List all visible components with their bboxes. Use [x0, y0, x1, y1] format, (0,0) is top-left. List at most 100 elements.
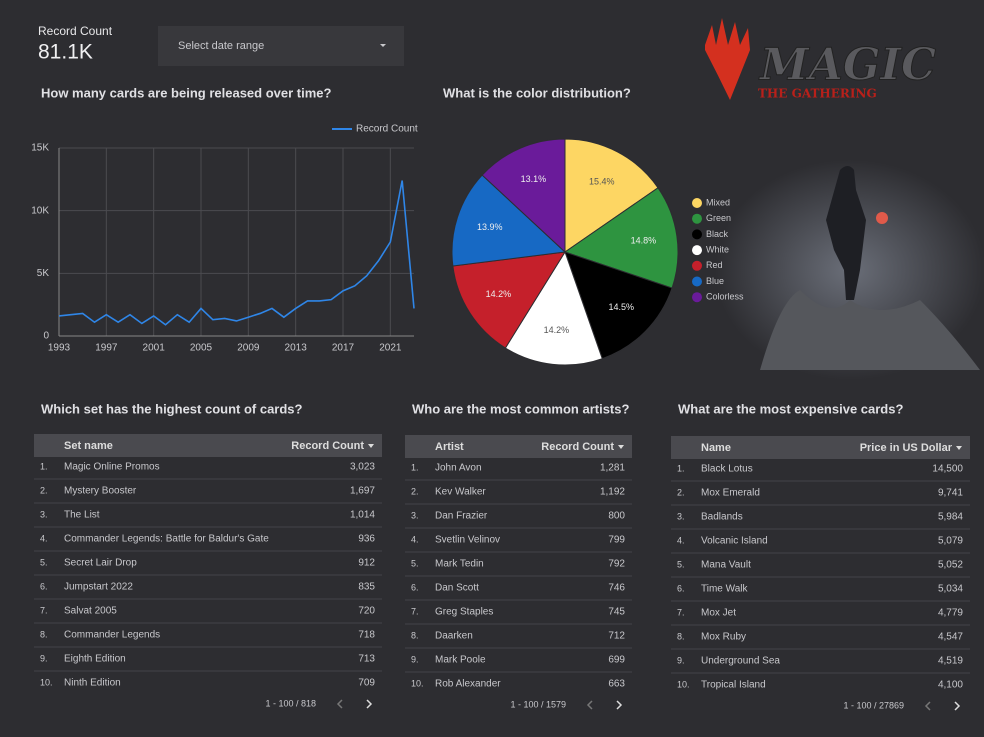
row-index: 6. [40, 581, 48, 591]
cell: Volcanic Island [701, 536, 768, 547]
sort-arrow[interactable] [618, 445, 624, 449]
sort-arrow[interactable] [368, 444, 374, 448]
scorecard-label: Record Count [38, 24, 113, 38]
prev-page[interactable] [336, 699, 343, 709]
cell: Dan Scott [435, 583, 479, 594]
cell: 799 [608, 535, 625, 546]
table-header [405, 435, 632, 458]
cell: 1,014 [350, 510, 375, 521]
date-filter-label[interactable]: Select date range [178, 40, 264, 52]
cell: 1,192 [600, 487, 625, 498]
data-label: 14.2% [486, 289, 512, 299]
legend-swatch [692, 198, 702, 208]
sort-arrow[interactable] [956, 446, 962, 450]
logo: MAGIC THE GATHERING [705, 18, 937, 101]
pie-slice [504, 250, 603, 366]
cell: Tropical Island [701, 680, 766, 691]
cell: Greg Staples [435, 607, 493, 618]
row-index: 5. [677, 559, 685, 569]
cell: Mark Poole [435, 655, 486, 666]
x-tick-label: 1997 [95, 343, 118, 354]
date-filter[interactable]: Select date range [158, 26, 404, 66]
row-index: 8. [411, 630, 419, 640]
column-header[interactable]: Name [701, 442, 731, 454]
x-tick-label: 2021 [379, 343, 402, 354]
cell: Black Lotus [701, 464, 753, 475]
pie-slice [452, 251, 566, 349]
row-index: 9. [40, 653, 48, 663]
row-index: 10. [40, 677, 53, 687]
row-index: 7. [677, 607, 685, 617]
cell: Rob Alexander [435, 679, 501, 690]
row-index: 6. [411, 582, 419, 592]
column-header[interactable]: Record Count [291, 440, 364, 452]
logo-title: MAGIC [758, 40, 936, 91]
column-header[interactable]: Record Count [541, 441, 614, 453]
cell: Jumpstart 2022 [64, 582, 133, 593]
row-index: 4. [40, 533, 48, 543]
cell: 5,034 [938, 584, 963, 595]
cell: 663 [608, 679, 625, 690]
legend-label: Colorless [706, 292, 744, 302]
scorecard-value: 81.1K [38, 41, 93, 64]
legend-swatch [692, 276, 702, 287]
cell: 1,697 [350, 486, 375, 497]
column-header[interactable]: Set name [64, 440, 113, 452]
row-index: 1. [677, 463, 685, 473]
x-tick-label: 2001 [143, 343, 166, 354]
cell: 3,023 [350, 462, 375, 473]
legend-label: Record Count [356, 124, 418, 135]
row-index: 2. [40, 485, 48, 495]
cell: 699 [608, 655, 625, 666]
prev-page[interactable] [924, 701, 931, 711]
column-header[interactable]: Artist [435, 441, 464, 453]
cell: 936 [358, 534, 375, 545]
cell: Mox Jet [701, 608, 736, 619]
cell: 746 [608, 583, 625, 594]
legend-swatch [692, 245, 702, 256]
row-index: 10. [411, 678, 424, 688]
data-label: 14.5% [608, 302, 634, 312]
cell: John Avon [435, 463, 482, 474]
cell: 718 [358, 630, 375, 641]
logo-emblem [705, 18, 750, 100]
next-page[interactable] [366, 699, 373, 709]
cell: Dan Frazier [435, 511, 488, 522]
y-tick-label: 10K [31, 205, 49, 216]
next-page[interactable] [954, 701, 961, 711]
cell: Kev Walker [435, 487, 486, 498]
prev-page[interactable] [586, 700, 593, 710]
date-filter-box[interactable] [158, 26, 404, 66]
art-figure [826, 166, 866, 300]
row-index: 4. [411, 534, 419, 544]
table-title: Which set has the highest count of cards… [41, 401, 303, 416]
y-tick-label: 15K [31, 143, 49, 154]
row-index: 8. [677, 631, 685, 641]
legend-swatch [692, 229, 702, 240]
legend-label: Black [706, 229, 729, 239]
x-tick-label: 2017 [332, 343, 355, 354]
column-header[interactable]: Price in US Dollar [860, 442, 953, 454]
cell: 4,779 [938, 608, 963, 619]
x-tick-label: 2013 [285, 343, 308, 354]
row-index: 2. [677, 487, 685, 497]
cell: 9,741 [938, 488, 963, 499]
next-page[interactable] [616, 700, 623, 710]
character-art [715, 160, 984, 380]
row-index: 3. [411, 510, 419, 520]
data-label: 14.2% [544, 325, 570, 335]
cell: Underground Sea [701, 656, 780, 667]
cell: Commander Legends [64, 630, 160, 641]
row-index: 9. [677, 655, 685, 665]
cell: 912 [358, 558, 375, 569]
art-spark [876, 212, 888, 224]
cell: Eighth Edition [64, 654, 126, 665]
dropdown-arrow[interactable] [380, 44, 386, 47]
cell: 4,547 [938, 632, 963, 643]
cell: Time Walk [701, 584, 748, 595]
legend-label: Blue [706, 276, 724, 286]
cell: Ninth Edition [64, 678, 121, 689]
pie-slice [481, 138, 566, 254]
row-index: 1. [411, 462, 419, 472]
